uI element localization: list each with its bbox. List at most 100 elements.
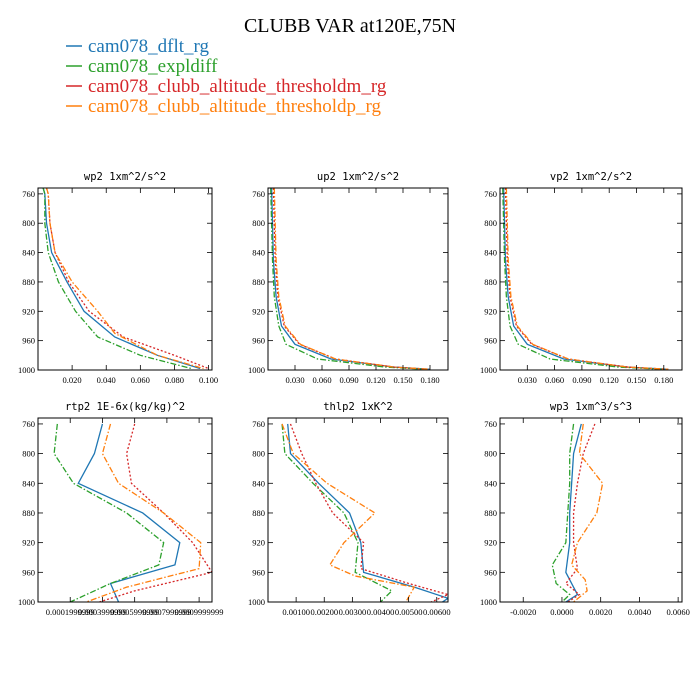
- y-tick-label: 1000: [480, 597, 497, 607]
- x-tick-label: 0.0060: [666, 607, 689, 617]
- x-tick-label: 0.00300: [339, 607, 367, 617]
- x-tick-label: 0.020: [63, 375, 82, 385]
- x-tick-label: 0.0000: [550, 607, 573, 617]
- y-tick-label: 960: [22, 567, 35, 577]
- y-tick-label: 960: [252, 336, 265, 346]
- series-line: [273, 188, 431, 370]
- x-tick-label: 0.0005999999: [110, 607, 159, 617]
- x-tick-label: 0.0040: [628, 607, 651, 617]
- x-tick-label: 0.030: [518, 375, 537, 385]
- y-tick-label: 960: [484, 567, 497, 577]
- series-line: [99, 423, 212, 602]
- series-line: [505, 188, 669, 370]
- y-tick-label: 800: [252, 449, 265, 459]
- y-tick-label: 920: [252, 538, 265, 548]
- chart-panel: vp2 1xm^2/s^2 760 800 840 880 920 960 1000 0.030…: [480, 171, 683, 385]
- y-tick-label: 960: [22, 336, 35, 346]
- y-tick-label: 840: [484, 248, 497, 258]
- figure-title: CLUBB VAR at120E,75N: [244, 15, 456, 37]
- y-tick-label: 920: [22, 538, 35, 548]
- y-tick-label: 760: [22, 419, 35, 429]
- panels: wp2 1xm^2/s^2 760 800 840 880 920 960 1000 0.020…: [18, 171, 690, 617]
- chart-panel: wp3 1xm^3/s^3 760 800 840 880 920 960 1000 -0.00…: [480, 401, 690, 617]
- x-tick-label: 0.0020: [589, 607, 612, 617]
- x-tick-label: 0.040: [97, 375, 116, 385]
- y-tick-label: 920: [484, 306, 497, 316]
- x-tick-label: 0.00600: [423, 607, 451, 617]
- plot-frame: [37, 417, 213, 603]
- y-tick-label: 880: [22, 277, 35, 287]
- y-tick-label: 1000: [480, 365, 497, 375]
- chart-panel: up2 1xm^2/s^2 760 800 840 880 920 960 1000 0.030…: [248, 171, 449, 385]
- y-tick-label: 920: [22, 306, 35, 316]
- y-tick-label: 1000: [18, 365, 35, 375]
- series-line: [502, 188, 664, 370]
- series-line: [289, 423, 448, 602]
- y-tick-label: 800: [484, 218, 497, 228]
- y-tick-label: 760: [252, 419, 265, 429]
- x-tick-label: 0.150: [627, 375, 646, 385]
- y-tick-label: 840: [484, 478, 497, 488]
- series-line: [551, 423, 575, 602]
- y-tick-label: 840: [252, 478, 265, 488]
- y-tick-label: 880: [484, 508, 497, 518]
- x-tick-label: 0.00100: [282, 607, 310, 617]
- series-line: [564, 423, 596, 602]
- y-tick-label: 920: [252, 306, 265, 316]
- x-tick-label: 0.00500: [395, 607, 423, 617]
- x-tick-label: 0.00400: [367, 607, 395, 617]
- series-line: [77, 423, 181, 602]
- series-line: [42, 188, 192, 370]
- series-line: [86, 423, 202, 602]
- series-line: [45, 188, 204, 370]
- series-line: [281, 423, 393, 602]
- x-tick-label: 0.120: [366, 375, 385, 385]
- y-tick-label: 800: [22, 218, 35, 228]
- series-line: [281, 423, 416, 602]
- chart-panel: rtp2 1E-6x(kg/kg)^2 760 800 840 880 920 960 100…: [18, 401, 224, 617]
- x-tick-label: 0.090: [572, 375, 591, 385]
- x-tick-label: 0.030: [285, 375, 304, 385]
- y-tick-label: 880: [484, 277, 497, 287]
- x-tick-label: 0.180: [420, 375, 439, 385]
- y-tick-label: 960: [484, 336, 497, 346]
- x-tick-label: 0.0009999999: [175, 607, 224, 617]
- y-tick-label: 960: [252, 567, 265, 577]
- y-tick-label: 1000: [248, 365, 265, 375]
- x-tick-label: 0.080: [165, 375, 184, 385]
- panel-title: thlp2 1xK^2: [323, 401, 393, 413]
- y-tick-label: 760: [484, 419, 497, 429]
- legend-entry: cam078_dflt_rg: [88, 36, 210, 57]
- legend-entry: cam078_expldiff: [88, 56, 218, 77]
- x-tick-label: 0.060: [312, 375, 331, 385]
- chart-panel: wp2 1xm^2/s^2 760 800 840 880 920 960 1000 0.020…: [18, 171, 218, 385]
- series-line: [287, 423, 448, 602]
- y-tick-label: 880: [22, 508, 35, 518]
- series-line: [570, 423, 604, 602]
- plot-frame: [37, 187, 213, 371]
- x-tick-label: 0.120: [600, 375, 619, 385]
- y-tick-label: 760: [252, 189, 265, 199]
- plot-frame: [499, 187, 683, 371]
- series-line: [270, 188, 431, 370]
- plot-frame: [499, 417, 683, 603]
- series-line: [272, 188, 431, 370]
- x-tick-label: 0.0007999999: [142, 607, 191, 617]
- legend: cam078_dflt_rgcam078_expldiffcam078_club…: [66, 36, 387, 117]
- y-tick-label: 760: [22, 189, 35, 199]
- panel-title: up2 1xm^2/s^2: [317, 171, 399, 183]
- x-tick-label: 0.0003999999: [78, 607, 127, 617]
- x-tick-label: 0.060: [131, 375, 150, 385]
- series-line: [45, 188, 209, 370]
- x-tick-label: 0.090: [339, 375, 358, 385]
- x-tick-label: 0.060: [545, 375, 564, 385]
- x-tick-label: 0.0001999999: [46, 607, 95, 617]
- x-tick-label: 0.00200: [310, 607, 338, 617]
- y-tick-label: 760: [484, 189, 497, 199]
- series-line: [504, 188, 669, 370]
- y-tick-label: 800: [484, 449, 497, 459]
- y-tick-label: 920: [484, 538, 497, 548]
- x-tick-label: 0.180: [654, 375, 673, 385]
- x-tick-label: 0.100: [199, 375, 218, 385]
